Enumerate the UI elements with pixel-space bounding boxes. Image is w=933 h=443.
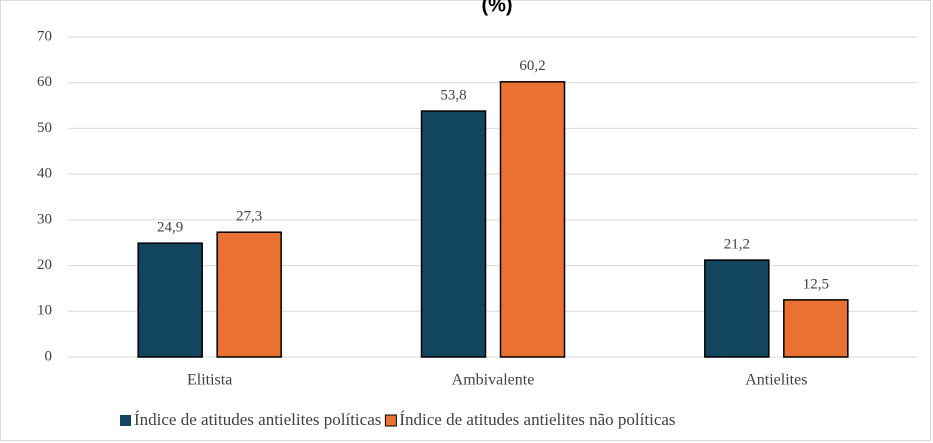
bar xyxy=(704,259,770,358)
y-tick-label: 50 xyxy=(37,120,52,136)
legend-swatch xyxy=(384,414,397,427)
y-tick-label: 20 xyxy=(37,257,52,273)
value-label: 12,5 xyxy=(803,276,829,292)
legend-label: Índice de atitudes antielites políticas xyxy=(134,410,381,429)
value-label: 60,2 xyxy=(519,58,545,74)
bar xyxy=(783,299,849,358)
x-tick-label: Elitista xyxy=(187,372,232,389)
value-label: 21,2 xyxy=(724,237,750,253)
bar xyxy=(420,110,487,358)
x-tick-label: Antielites xyxy=(745,372,807,389)
bar xyxy=(216,231,282,358)
value-label: 53,8 xyxy=(440,87,466,103)
y-tick-label: 10 xyxy=(37,303,52,319)
y-tick-label: 30 xyxy=(37,211,52,227)
x-tick-label: Ambivalente xyxy=(452,372,535,389)
bar xyxy=(137,242,203,358)
y-tick-label: 40 xyxy=(37,166,52,182)
legend-swatch xyxy=(120,415,131,426)
y-tick-label: 70 xyxy=(37,28,52,44)
value-label: 24,9 xyxy=(157,220,183,236)
value-label: 27,3 xyxy=(236,209,262,225)
legend-label: Índice de atitudes antielites não políti… xyxy=(399,410,675,429)
bar xyxy=(499,81,566,358)
chart-title: (%) xyxy=(481,0,512,16)
y-tick-label: 0 xyxy=(45,348,53,364)
y-tick-label: 60 xyxy=(37,74,52,90)
